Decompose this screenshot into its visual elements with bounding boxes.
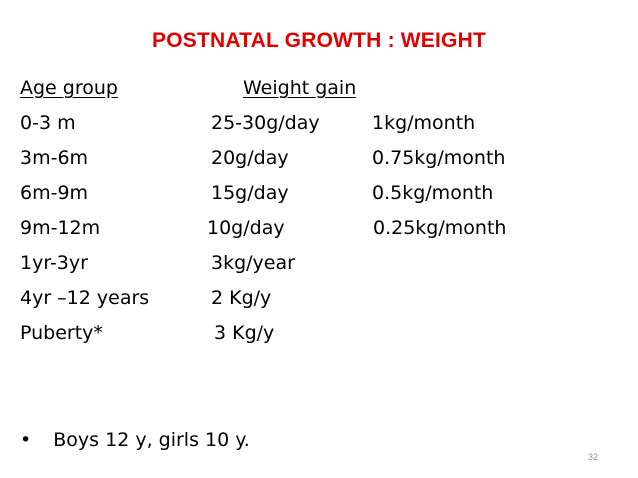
row-monthly-cell: 0.75kg/month — [372, 147, 506, 169]
row-age-cell: 4yr –12 years — [20, 287, 150, 309]
bullet-text: Boys 12 y, girls 10 y. — [53, 429, 250, 451]
row-age-cell: 6m-9m — [20, 182, 89, 204]
row-age-cell: 3m-6m — [20, 147, 89, 169]
bullet-item: • Boys 12 y, girls 10 y. — [20, 428, 250, 452]
weight-gain-header: Weight gain — [243, 77, 357, 99]
row-gain-cell: 3 Kg/y — [214, 322, 275, 344]
row-age-cell: 1yr-3yr — [20, 252, 88, 274]
page-number: 32 — [588, 452, 599, 462]
row-age-cell: Puberty* — [20, 322, 103, 344]
row-gain-cell: 15g/day — [211, 182, 289, 204]
slide-title: POSTNATAL GROWTH : WEIGHT — [152, 29, 486, 52]
row-gain-cell: 25-30g/day — [211, 112, 320, 134]
row-gain-cell: 2 Kg/y — [211, 287, 272, 309]
row-gain-cell: 10g/day — [207, 217, 285, 239]
row-age-cell: 0-3 m — [20, 112, 76, 134]
age-group-header: Age group — [20, 77, 118, 99]
row-age-cell: 9m-12m — [20, 217, 101, 239]
row-monthly-cell: 0.25kg/month — [373, 217, 507, 239]
row-monthly-cell: 0.5kg/month — [372, 182, 494, 204]
row-gain-cell: 20g/day — [211, 147, 289, 169]
row-gain-cell: 3kg/year — [211, 252, 295, 274]
row-monthly-cell: 1kg/month — [372, 112, 476, 134]
bullet-symbol: • — [20, 429, 32, 451]
